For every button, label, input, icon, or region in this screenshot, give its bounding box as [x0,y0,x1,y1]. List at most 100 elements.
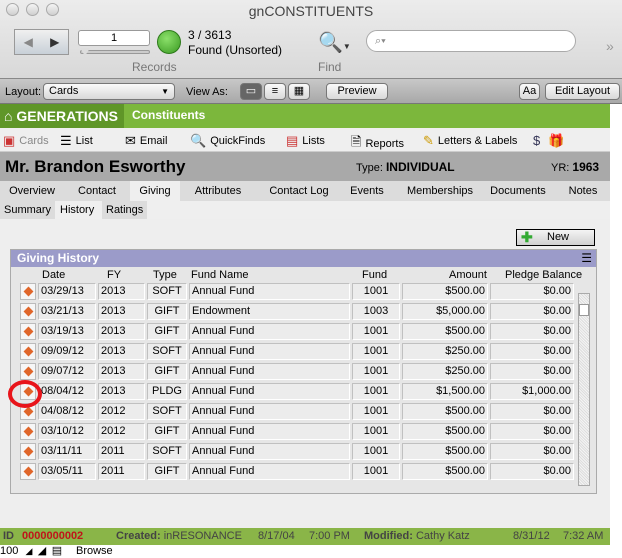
cell-type[interactable]: GIFT [147,323,187,340]
cell-fund-name[interactable]: Annual Fund [189,443,350,460]
tab-giving[interactable]: Giving [130,181,180,201]
tab-notes[interactable]: Notes [568,185,598,197]
cell-type[interactable]: GIFT [147,363,187,380]
cell-date[interactable]: 09/09/12 [38,343,96,360]
cell-type[interactable]: GIFT [147,463,187,480]
tab-memberships[interactable]: Memberships [406,185,474,197]
cell-fund[interactable]: 1001 [352,423,400,440]
cell-date[interactable]: 03/21/13 [38,303,96,320]
zoom-button[interactable] [46,3,59,16]
new-gift-button[interactable]: ✚ New [516,229,595,246]
record-number-input[interactable]: 1 [78,30,150,46]
search-input[interactable]: ⌕▾ [366,30,576,52]
cell-type[interactable]: SOFT [147,403,187,420]
view-form-button[interactable]: ▭ [240,83,262,100]
cell-date[interactable]: 03/19/13 [38,323,96,340]
cell-fund-name[interactable]: Endowment [189,303,350,320]
cell-pledge-balance[interactable]: $0.00 [490,363,574,380]
preview-button[interactable]: Preview [326,83,388,100]
cell-fund[interactable]: 1001 [352,323,400,340]
cell-fund[interactable]: 1001 [352,463,400,480]
cell-pledge-balance[interactable]: $1,000.00 [490,383,574,400]
cell-pledge-balance[interactable]: $0.00 [490,323,574,340]
cell-fund[interactable]: 1003 [352,303,400,320]
cell-amount[interactable]: $500.00 [402,443,488,460]
cell-date[interactable]: 03/10/12 [38,423,96,440]
cell-fund-name[interactable]: Annual Fund [189,363,350,380]
cell-date[interactable]: 03/11/11 [38,443,96,460]
cell-date[interactable]: 04/08/12 [38,403,96,420]
cell-amount[interactable]: $500.00 [402,323,488,340]
zoom-in-icon[interactable]: ◢ [37,545,47,557]
cell-fy[interactable]: 2013 [98,363,145,380]
nav-letters-labels[interactable]: ✎ Letters & Labels [423,133,517,149]
go-to-gift-button[interactable] [20,323,36,340]
nav-list[interactable]: ☰ List [60,133,93,149]
cell-amount[interactable]: $500.00 [402,403,488,420]
prev-record-icon[interactable]: ◀ [23,35,33,49]
tab-documents[interactable]: Documents [490,185,546,197]
cell-fund-name[interactable]: Annual Fund [189,283,350,300]
view-table-button[interactable]: ▦ [288,83,310,100]
cell-pledge-balance[interactable]: $0.00 [490,283,574,300]
cell-fy[interactable]: 2012 [98,403,145,420]
go-to-gift-button[interactable] [20,423,36,440]
layout-select[interactable]: Cards ▼ [43,83,175,100]
panel-menu-icon[interactable]: ☰ [581,251,592,265]
cell-fund[interactable]: 1001 [352,443,400,460]
nav-cards[interactable]: ▣ Cards [3,133,49,149]
toolbar-overflow-icon[interactable]: » [606,38,614,54]
go-to-gift-button[interactable] [20,463,36,480]
scroll-thumb[interactable] [579,304,589,316]
tab-overview[interactable]: Overview [9,185,55,197]
nav-quickfinds[interactable]: 🔍 QuickFinds [190,133,265,149]
cell-fund-name[interactable]: Annual Fund [189,423,350,440]
cell-fy[interactable]: 2013 [98,343,145,360]
close-button[interactable] [6,3,19,16]
subtab-history[interactable]: History [56,201,99,219]
cell-pledge-balance[interactable]: $0.00 [490,423,574,440]
zoom-level[interactable]: 100 [0,545,19,557]
cell-fy[interactable]: 2013 [98,283,145,300]
cell-pledge-balance[interactable]: $0.00 [490,403,574,420]
minimize-button[interactable] [26,3,39,16]
cell-fy[interactable]: 2013 [98,323,145,340]
tab-contact-log[interactable]: Contact Log [269,185,329,197]
cell-fy[interactable]: 2013 [98,383,145,400]
cell-fund-name[interactable]: Annual Fund [189,463,350,480]
cell-type[interactable]: GIFT [147,423,187,440]
brand-home[interactable]: ⌂ GENERATIONS [0,104,124,128]
go-to-gift-button[interactable] [20,363,36,380]
nav-email[interactable]: ✉ Email [125,133,167,149]
cell-amount[interactable]: $1,500.00 [402,383,488,400]
text-format-button[interactable]: Aa [519,83,540,100]
record-navigator[interactable]: ◀ ▶ [14,29,69,55]
cell-type[interactable]: SOFT [147,443,187,460]
cell-fund[interactable]: 1001 [352,403,400,420]
tab-contact[interactable]: Contact [78,185,116,197]
zoom-out-icon[interactable]: ◢ [25,546,33,556]
cell-type[interactable]: PLDG [147,383,187,400]
record-slider[interactable] [80,50,150,54]
find-magnifier-icon[interactable]: 🔍▼ [318,32,351,54]
cell-fund-name[interactable]: Annual Fund [189,383,350,400]
edit-layout-button[interactable]: Edit Layout [545,83,620,100]
cell-date[interactable]: 03/05/11 [38,463,96,480]
cell-date[interactable]: 09/07/12 [38,363,96,380]
next-record-icon[interactable]: ▶ [50,35,60,49]
cell-date[interactable]: 03/29/13 [38,283,96,300]
cell-fund-name[interactable]: Annual Fund [189,323,350,340]
cell-amount[interactable]: $250.00 [402,363,488,380]
nav-reports[interactable]: 🗎 Reports [351,133,404,155]
cell-pledge-balance[interactable]: $0.00 [490,463,574,480]
cell-fy[interactable]: 2011 [98,463,145,480]
cell-fy[interactable]: 2012 [98,423,145,440]
cell-type[interactable]: GIFT [147,303,187,320]
portal-scrollbar[interactable] [578,293,590,486]
cell-amount[interactable]: $250.00 [402,343,488,360]
cell-amount[interactable]: $500.00 [402,423,488,440]
nav-lists[interactable]: ▤ Lists [286,133,325,149]
cell-fund[interactable]: 1001 [352,343,400,360]
go-to-gift-button[interactable] [20,343,36,360]
cell-fund[interactable]: 1001 [352,383,400,400]
